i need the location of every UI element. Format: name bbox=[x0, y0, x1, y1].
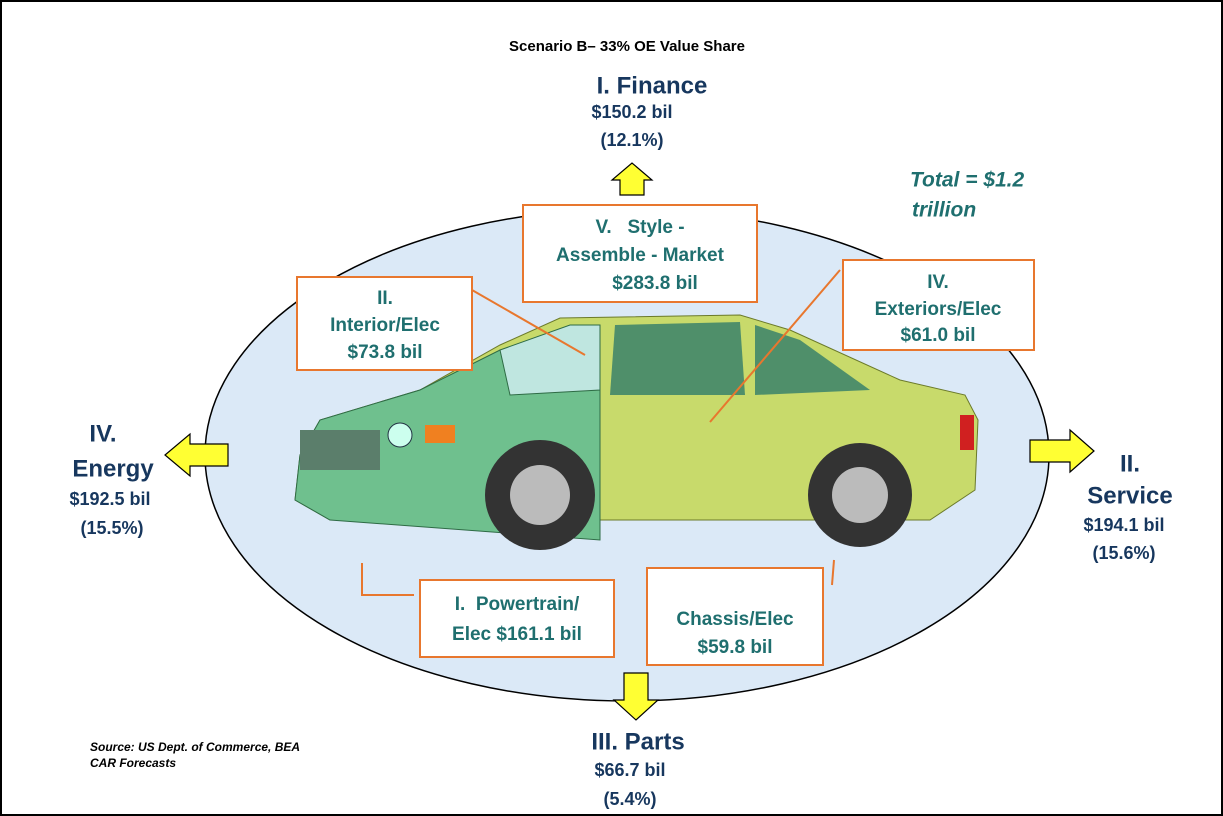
source: CAR Forecasts bbox=[90, 756, 176, 770]
total: Total = $1.2 bbox=[910, 169, 1025, 192]
box-text: Assemble - Market bbox=[556, 245, 725, 266]
parts-title: III. Parts bbox=[591, 728, 684, 755]
box-text: IV. bbox=[927, 272, 949, 293]
total: trillion bbox=[912, 199, 976, 222]
parts-value: $66.7 bil bbox=[594, 760, 665, 780]
box-text: $283.8 bil bbox=[612, 273, 698, 294]
box-text: $59.8 bil bbox=[698, 637, 773, 658]
arrow-down bbox=[612, 672, 660, 721]
service-share: (15.6%) bbox=[1092, 543, 1155, 563]
leader bbox=[361, 563, 414, 596]
box-text: V. Style - bbox=[595, 217, 684, 238]
arrow-up bbox=[610, 162, 654, 196]
energy-share: (15.5%) bbox=[80, 518, 143, 538]
service-title: II. bbox=[1120, 450, 1140, 477]
box-text: I. Powertrain/ bbox=[455, 594, 580, 615]
source: Source: US Dept. of Commerce, BEA bbox=[90, 740, 300, 754]
title: Scenario B– 33% OE Value Share bbox=[509, 38, 745, 55]
box bbox=[842, 259, 1035, 351]
finance-title: I. Finance bbox=[597, 72, 708, 99]
energy-title: IV. bbox=[89, 420, 116, 447]
service-value: $194.1 bil bbox=[1083, 515, 1164, 535]
leader bbox=[709, 269, 841, 423]
energy-value: $192.5 bil bbox=[69, 489, 150, 509]
arrow-right bbox=[1029, 428, 1095, 474]
box-text: Chassis/Elec bbox=[676, 609, 794, 630]
box-text: Elec $161.1 bil bbox=[452, 624, 582, 645]
box bbox=[296, 276, 473, 371]
box bbox=[522, 204, 758, 303]
parts-share: (5.4%) bbox=[603, 789, 656, 809]
box bbox=[419, 579, 615, 658]
box bbox=[646, 567, 824, 666]
leader bbox=[471, 289, 586, 356]
finance-value: $150.2 bil bbox=[591, 102, 672, 122]
box-text: $73.8 bil bbox=[348, 342, 423, 363]
leader bbox=[831, 559, 835, 586]
service-title: Service bbox=[1087, 482, 1172, 509]
box-text: Interior/Elec bbox=[330, 315, 440, 336]
arrow-left bbox=[164, 432, 229, 478]
finance-share: (12.1%) bbox=[600, 130, 663, 150]
box-text: $61.0 bil bbox=[901, 325, 976, 346]
car bbox=[294, 314, 979, 550]
box-text: II. bbox=[377, 288, 393, 309]
box-text: Exteriors/Elec bbox=[875, 299, 1002, 320]
energy-title: Energy bbox=[72, 455, 154, 482]
